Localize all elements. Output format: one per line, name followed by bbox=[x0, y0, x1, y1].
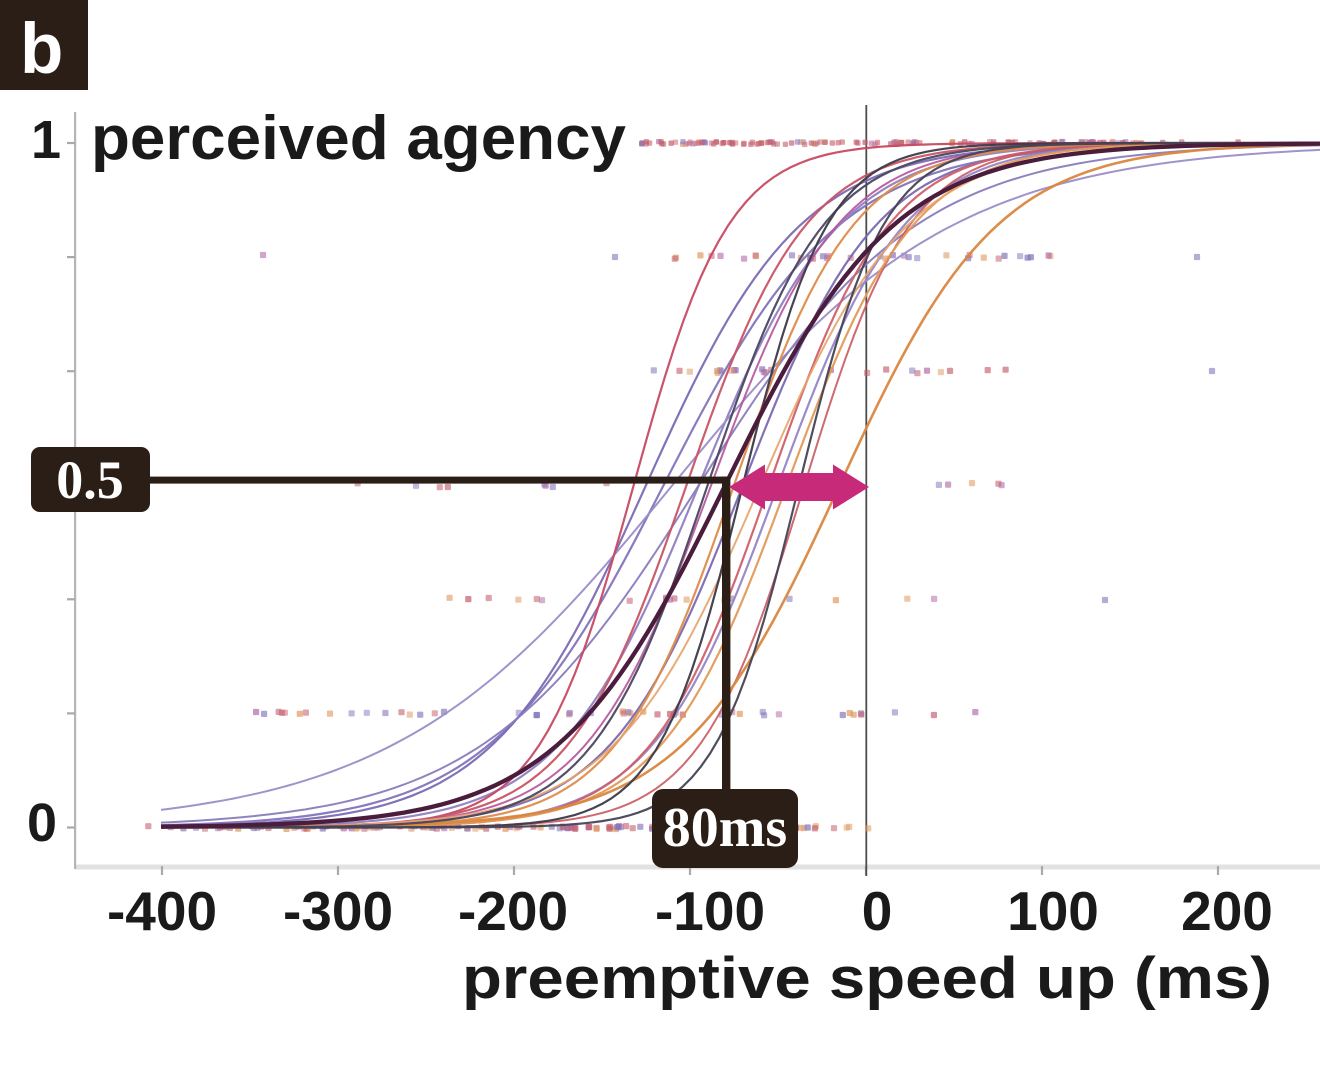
svg-text:preemptive speed up (ms): preemptive speed up (ms) bbox=[462, 946, 1272, 1011]
svg-text:-100: -100 bbox=[655, 880, 765, 942]
svg-text:-400: -400 bbox=[107, 880, 217, 942]
svg-text:perceived agency: perceived agency bbox=[91, 104, 627, 173]
svg-text:0: 0 bbox=[27, 793, 57, 853]
svg-text:-200: -200 bbox=[458, 880, 568, 942]
svg-text:200: 200 bbox=[1181, 880, 1273, 942]
svg-text:0.5: 0.5 bbox=[56, 450, 124, 510]
svg-text:80ms: 80ms bbox=[663, 797, 787, 859]
svg-text:b: b bbox=[20, 10, 63, 89]
svg-text:0: 0 bbox=[862, 880, 893, 942]
svg-text:1: 1 bbox=[31, 110, 61, 170]
svg-text:100: 100 bbox=[1007, 880, 1099, 942]
svg-text:-300: -300 bbox=[283, 880, 393, 942]
